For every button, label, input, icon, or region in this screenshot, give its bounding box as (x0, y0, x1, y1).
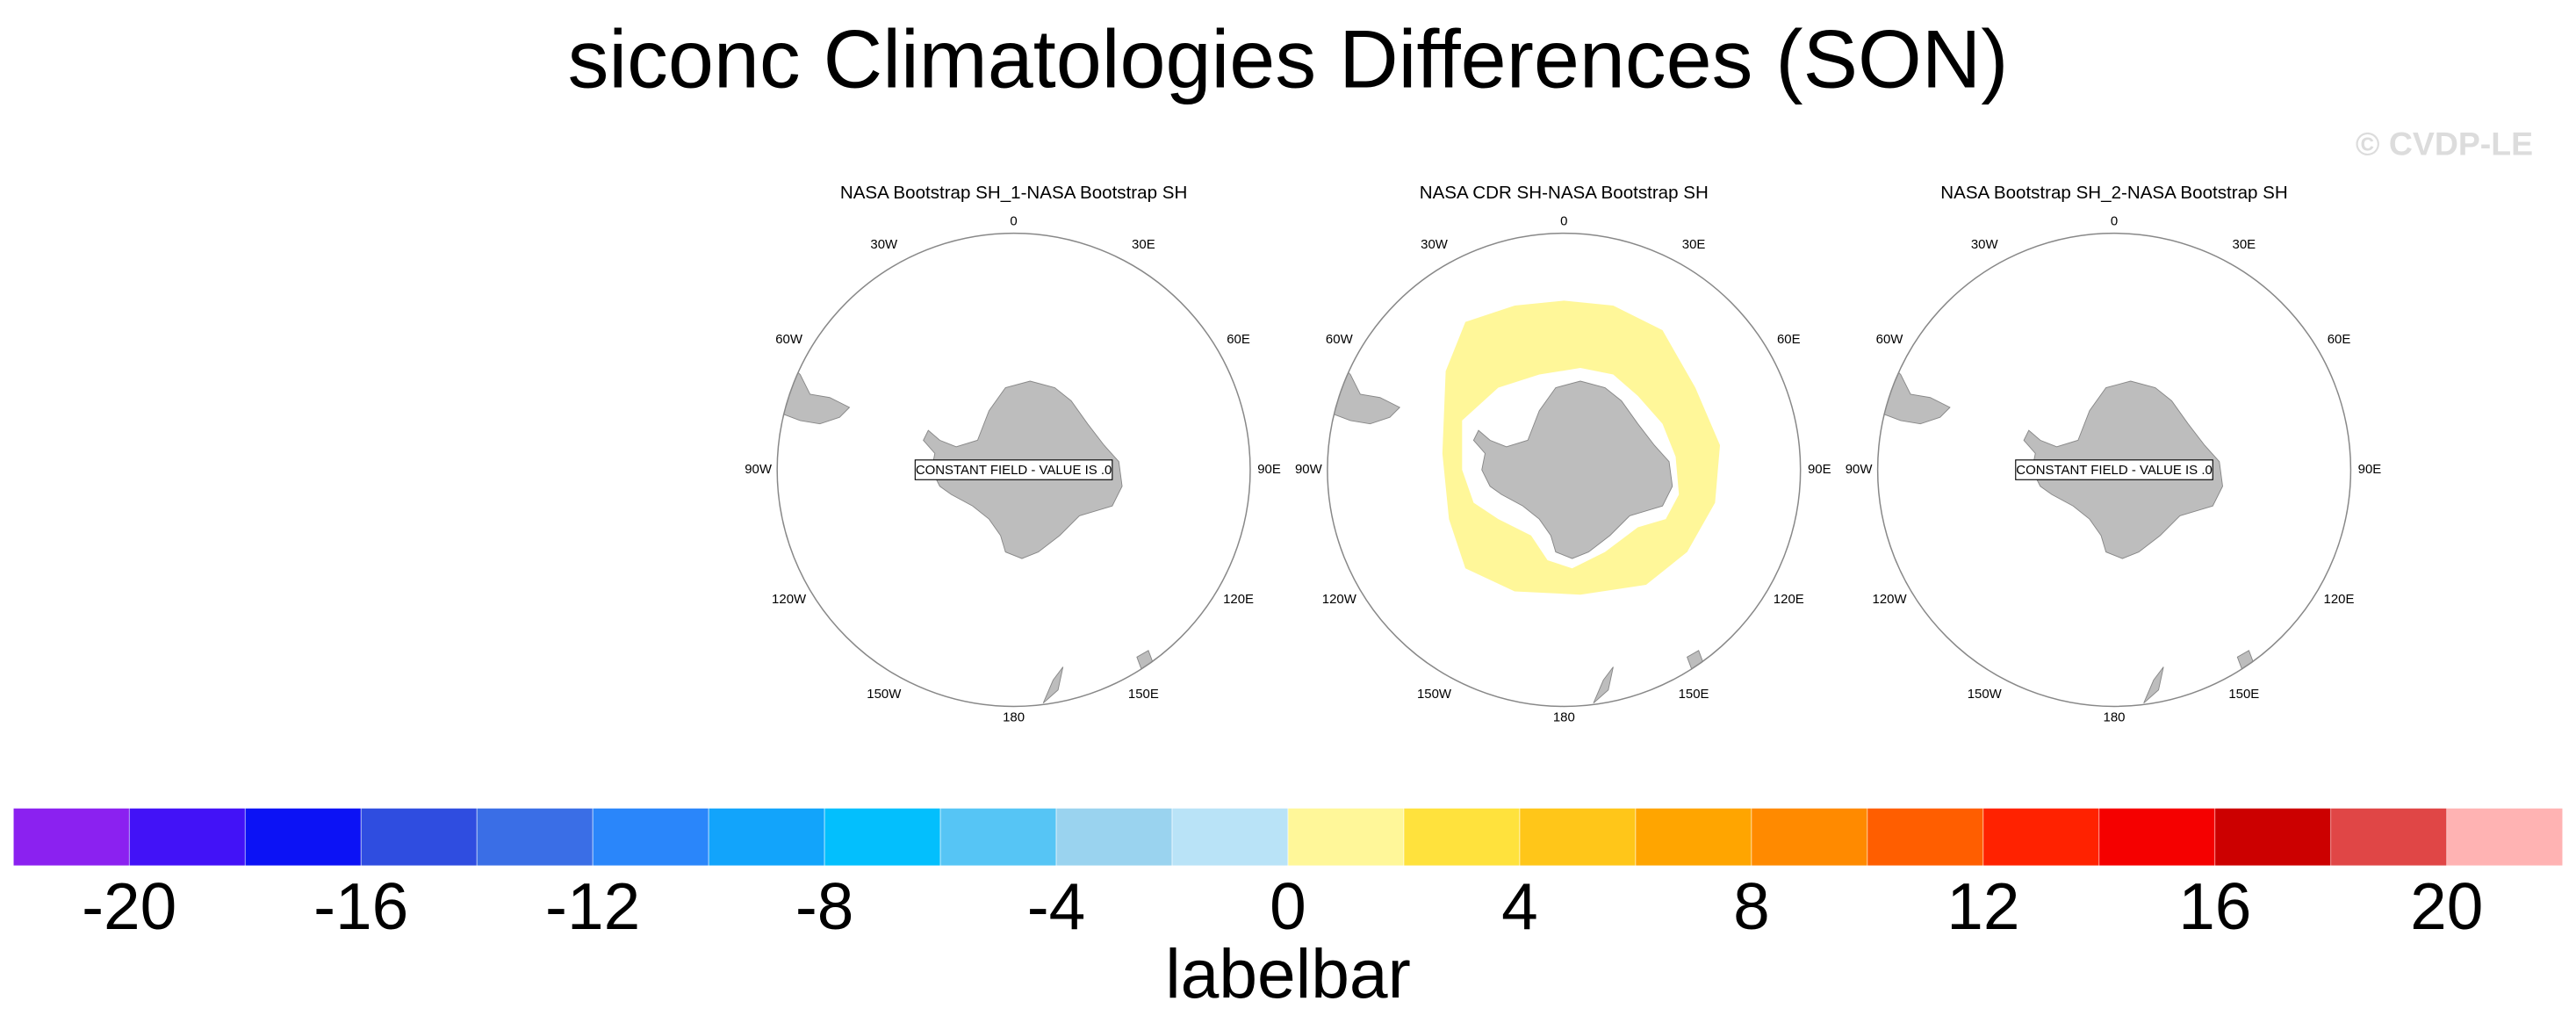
longitude-label: 180 (1553, 709, 1575, 724)
colorbar-tick-label: 12 (1946, 869, 2019, 943)
color-box (2214, 808, 2332, 867)
longitude-label: 0 (2111, 214, 2118, 229)
color-box (12, 808, 130, 867)
landmass (777, 360, 851, 425)
color-box (708, 808, 825, 867)
longitude-label: 90E (1808, 462, 1831, 477)
note-box (2015, 459, 2213, 480)
longitude-label: 60E (2328, 332, 2351, 347)
colorbar-title: labelbar (1165, 935, 1411, 1012)
landmass (1042, 666, 1064, 704)
longitude-label: 30W (1971, 237, 1999, 252)
color-box (824, 808, 941, 867)
color-box (360, 808, 478, 867)
longitude-label: 180 (2104, 709, 2126, 724)
longitude-label: 180 (1003, 709, 1025, 724)
map-panel: 0 30E 60E 90E 120E 150E 180 150W 120W 90W 60W 30W CO… (745, 214, 1281, 725)
landmass (1327, 360, 1401, 425)
colorbar-tick-label: -4 (1027, 869, 1086, 943)
map-disc (777, 360, 1155, 704)
map-boundary (1876, 232, 2352, 708)
longitude-label: 60E (1777, 332, 1801, 347)
longitude-label: 120W (1873, 592, 1908, 607)
panel-title: NASA Bootstrap SH_2-NASA Bootstrap SH (1940, 183, 2287, 203)
longitude-label: 120W (772, 592, 807, 607)
longitude-label: 30E (1682, 237, 1706, 252)
constant-field-note: CONSTANT FIELD - VALUE IS .0 (916, 463, 1112, 478)
color-box (1287, 808, 1405, 867)
longitude-label: 90E (2358, 462, 2382, 477)
color-box (2098, 808, 2216, 867)
colorbar-tick-label: -12 (545, 869, 640, 943)
longitude-label: 120E (1223, 592, 1254, 607)
longitude-label: 90W (1846, 462, 1874, 477)
colorbar-tick-label: -16 (313, 869, 408, 943)
longitude-label: 120W (1322, 592, 1357, 607)
figure-title: siconc Climatologies Differences (SON) (568, 13, 2009, 105)
colorbar-tick-label: 4 (1501, 869, 1538, 943)
longitude-label: 90E (1257, 462, 1281, 477)
color-box (1635, 808, 1752, 867)
longitude-label: 120E (1774, 592, 1804, 607)
longitude-label: 90W (745, 462, 773, 477)
map-panel: 0 30E 60E 90E 120E 150E 180 150W 120W 90W 60W 30W CO… (1846, 214, 2382, 725)
landmass (1472, 380, 1673, 559)
map-panel: 0 30E 60E 90E 120E 150E 180 150W 120W 90W 60W 30W (1295, 214, 1831, 725)
color-box (1519, 808, 1637, 867)
longitude-label: 150E (1128, 687, 1159, 702)
longitude-label: 90W (1295, 462, 1323, 477)
longitude-label: 60W (775, 332, 803, 347)
map-disc (1327, 300, 1721, 704)
constant-field-note: CONSTANT FIELD - VALUE IS .0 (2016, 463, 2213, 478)
panel-title: NASA CDR SH-NASA Bootstrap SH (1420, 183, 1709, 203)
longitude-label: 60W (1326, 332, 1354, 347)
landmass (2143, 666, 2164, 704)
map-disc (1877, 360, 2255, 704)
color-box (1171, 808, 1289, 867)
longitude-label: 120E (2324, 592, 2355, 607)
color-box (939, 808, 1057, 867)
longitude-label: 60W (1876, 332, 1904, 347)
colorbar-tick-label: 8 (1733, 869, 1770, 943)
color-box (1982, 808, 2100, 867)
landmass (1877, 360, 1951, 425)
color-box (1751, 808, 1868, 867)
color-box (476, 808, 594, 867)
color-box (2446, 808, 2564, 867)
longitude-label: 30W (1421, 237, 1449, 252)
longitude-label: 150E (1679, 687, 1709, 702)
longitude-label: 0 (1560, 214, 1567, 229)
color-box (1403, 808, 1521, 867)
longitude-label: 150W (867, 687, 902, 702)
color-box (1867, 808, 1984, 867)
longitude-label: 150W (1968, 687, 2003, 702)
watermark: © CVDP-LE (2356, 125, 2533, 162)
longitude-label: 30E (2233, 237, 2256, 252)
note-box (914, 459, 1113, 480)
colorbar-tick-label: 16 (2178, 869, 2251, 943)
longitude-label: 30W (870, 237, 898, 252)
colorbar-tick-label: -20 (82, 869, 176, 943)
longitude-label: 30E (1132, 237, 1155, 252)
color-box (2330, 808, 2448, 867)
color-box (244, 808, 362, 867)
color-box (1055, 808, 1173, 867)
longitude-label: 150W (1417, 687, 1452, 702)
map-boundary (1327, 232, 1802, 708)
panel-title: NASA Bootstrap SH_1-NASA Bootstrap SH (840, 183, 1187, 203)
landmass (1593, 666, 1614, 704)
colorbar-tick-label: -8 (795, 869, 854, 943)
longitude-label: 60E (1227, 332, 1250, 347)
colorbar-tick-label: 0 (1270, 869, 1306, 943)
longitude-label: 0 (1010, 214, 1017, 229)
color-box (128, 808, 246, 867)
color-box (592, 808, 709, 867)
colorbar-tick-label: 20 (2410, 869, 2483, 943)
longitude-label: 150E (2228, 687, 2259, 702)
map-boundary (776, 232, 1251, 708)
